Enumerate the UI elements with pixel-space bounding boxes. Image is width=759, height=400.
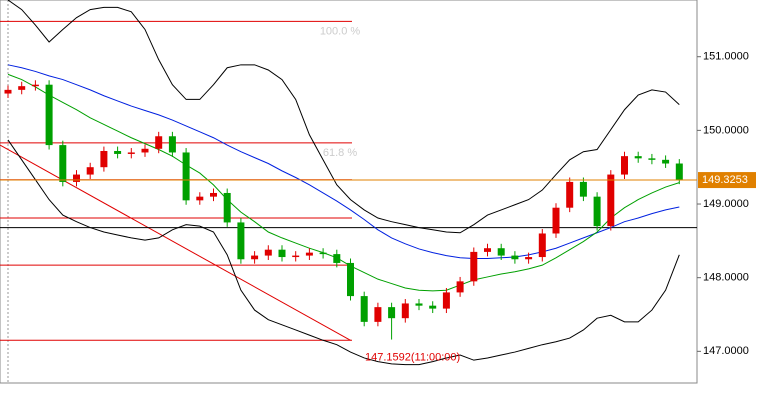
candle-body [675, 163, 683, 180]
candle-body [429, 305, 437, 309]
candle-body [333, 254, 341, 263]
candle-body [525, 257, 533, 260]
candle-body [319, 252, 327, 255]
candle-body [566, 181, 574, 208]
fib-label: 100.0 % [320, 25, 361, 37]
candle-body [511, 255, 519, 260]
trend-line [0, 144, 351, 341]
candle-body [305, 252, 313, 256]
candle-body [634, 156, 642, 159]
candle-body [168, 136, 176, 153]
candle-body [114, 150, 122, 154]
y-tick-label: 147.0000 [703, 345, 749, 357]
candle-body [18, 86, 26, 90]
price-label: 149.3253 [702, 174, 748, 186]
indicator-line [7, 73, 680, 292]
candle-body [73, 174, 80, 182]
candle-body [456, 281, 464, 293]
candle-body [470, 251, 478, 282]
candle-body [237, 222, 245, 260]
candle-body [579, 181, 587, 197]
plot-frame [0, 0, 698, 384]
candle-body [264, 249, 272, 256]
candle-body [648, 158, 656, 160]
candle-body [141, 148, 149, 153]
candle-body [347, 262, 354, 297]
candle-body [538, 233, 546, 258]
candle-body [100, 150, 108, 168]
y-tick-label: 150.0000 [703, 124, 749, 136]
candle-body [86, 167, 94, 175]
indicator-line [7, 64, 680, 260]
candle-body [4, 89, 12, 94]
candle-body [621, 156, 628, 175]
candle-body [484, 248, 491, 252]
candle-body [59, 145, 67, 182]
candle-body [155, 136, 163, 149]
candle-body [607, 174, 615, 227]
candle-body [497, 248, 505, 256]
candle-body [401, 303, 409, 319]
candle-body [442, 292, 450, 309]
candle-body [552, 207, 560, 234]
price-box [698, 172, 756, 189]
candle-body [593, 196, 601, 227]
candle-body [182, 152, 190, 201]
indicator-line [7, 0, 680, 234]
indicator-line [7, 139, 680, 366]
candle-body [388, 307, 396, 319]
candle-body [278, 249, 286, 258]
candle-body [415, 303, 423, 306]
fib-label: 61.8 % [323, 147, 357, 159]
candle-body [196, 196, 204, 201]
candle-body [374, 307, 382, 322]
candle-body [360, 296, 368, 322]
low-annotation: 147.1592(11:00:00) [365, 352, 460, 364]
y-tick-label: 151.0000 [703, 51, 749, 63]
y-tick-label: 149.0000 [703, 198, 749, 210]
candle-body [45, 84, 53, 146]
candle-body [210, 192, 217, 197]
candle-body [223, 192, 231, 223]
candle-body [251, 255, 259, 260]
candle-body [662, 159, 670, 164]
y-tick-label: 148.0000 [703, 272, 749, 284]
candle-body [292, 255, 300, 258]
candle-body [127, 152, 135, 154]
candle-body [31, 84, 39, 87]
